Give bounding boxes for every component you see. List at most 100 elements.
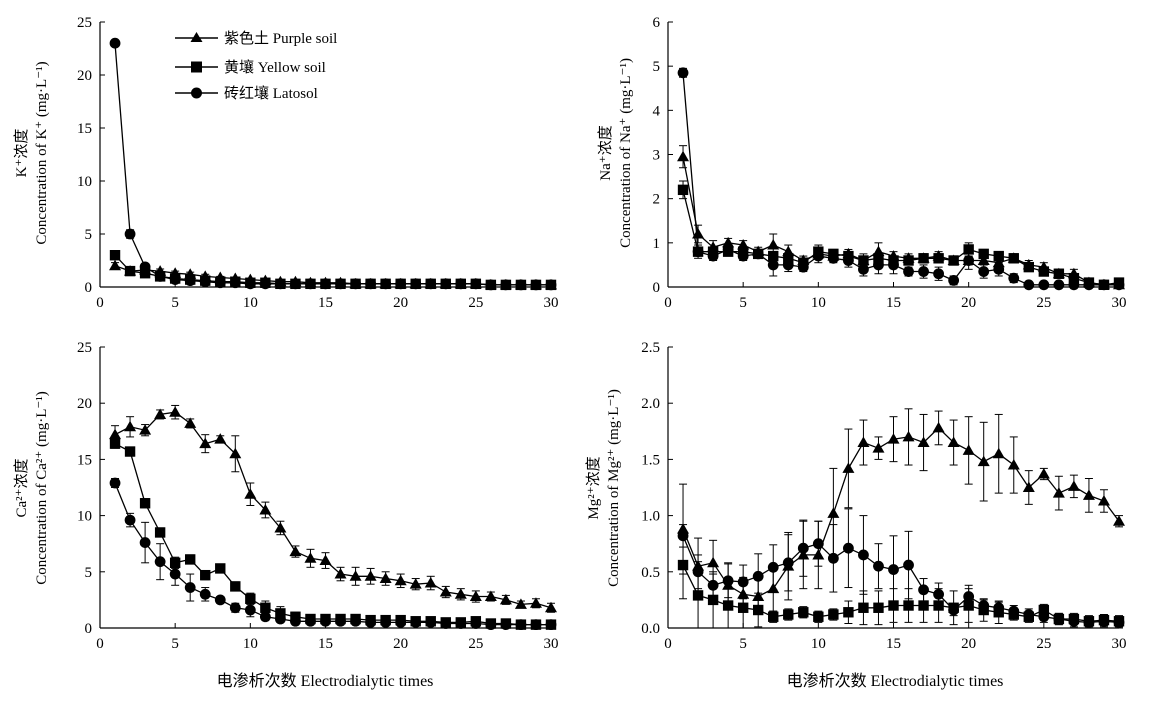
x-tick-label-ca: 30 (544, 636, 559, 652)
point-k-circle (515, 279, 527, 291)
y-tick-label-ca: 20 (77, 396, 92, 412)
x-tick-label-na: 30 (1112, 295, 1127, 311)
point-mg-circle (1098, 615, 1110, 627)
series-line-mg-circle (682, 535, 1120, 624)
point-mg-circle (767, 561, 779, 573)
point-ca-circle (275, 613, 286, 625)
point-mg-triangle (947, 436, 960, 448)
point-na-square (903, 255, 914, 266)
point-na-circle (707, 250, 719, 262)
point-na-circle (722, 244, 734, 255)
x-tick-label-k: 20 (393, 295, 408, 311)
x-tick-label-na: 10 (811, 295, 826, 311)
point-ca-square (200, 569, 211, 581)
point-ca-circle (485, 619, 497, 631)
x-tick-label-ca: 0 (96, 636, 104, 652)
legend-square-marker (191, 61, 202, 73)
point-mg-triangle (1082, 489, 1095, 500)
point-na-circle (903, 266, 914, 277)
x-tick-label-ca: 10 (243, 636, 258, 652)
point-k-circle (124, 228, 136, 240)
point-na-circle (873, 259, 884, 271)
point-k-circle (485, 279, 497, 291)
point-na-square (978, 248, 989, 260)
axes-mg: 0 5 10 15 20 25 30 0.0 0.5 1.0 1.5 2.0 2.5 (641, 340, 1126, 652)
point-ca-circle (229, 602, 241, 614)
x-tick-label-na: 15 (886, 295, 901, 311)
point-mg-triangle (1113, 515, 1125, 526)
point-na-circle (933, 268, 944, 280)
legend-label-latosol: 砖红壤 Latosol (224, 84, 318, 102)
point-k-triangle (109, 259, 122, 271)
point-mg-square (737, 602, 749, 613)
marks-k (109, 37, 557, 291)
point-mg-triangle (902, 430, 915, 442)
point-ca-circle (244, 604, 256, 616)
point-na-circle (1098, 279, 1110, 291)
point-k-square (109, 250, 121, 261)
legend-label-yellow-soil: 黄壤 Yellow soil (224, 58, 326, 76)
point-mg-circle (692, 566, 704, 578)
point-na-circle (767, 259, 779, 271)
point-ca-circle (350, 615, 361, 627)
point-mg-circle (722, 575, 734, 587)
point-mg-triangle (1097, 494, 1110, 506)
point-mg-circle (752, 570, 764, 582)
point-ca-square (185, 554, 196, 565)
point-ca-triangle (334, 568, 347, 579)
point-ca-triangle (499, 593, 512, 605)
legend: 紫色土 Purple soil 黄壤 Yellow soil 砖红壤 Latos… (175, 30, 337, 102)
point-na-triangle (992, 256, 1005, 268)
y-tick-label-na: 5 (653, 59, 661, 75)
x-tick-label-na: 0 (664, 295, 672, 311)
point-ca-triangle (409, 578, 422, 589)
point-mg-circle (1038, 611, 1050, 623)
ylabel-na-en: Concentration of Na⁺ (mg·L⁻¹) (618, 58, 634, 248)
marks-mg (677, 408, 1125, 629)
point-ca-triangle (439, 586, 452, 597)
point-mg-circle (873, 560, 884, 572)
point-mg-circle (707, 579, 719, 591)
point-mg-triangle (827, 507, 840, 518)
point-na-square (1053, 268, 1065, 279)
point-mg-triangle (1067, 480, 1080, 491)
point-na-circle (1053, 279, 1065, 291)
point-ca-triangle (244, 488, 257, 499)
point-mg-circle (797, 542, 809, 554)
point-mg-triangle (842, 462, 855, 473)
point-mg-square (1038, 604, 1050, 616)
point-mg-circle (827, 552, 839, 564)
point-na-circle (978, 266, 990, 277)
point-mg-circle (812, 538, 824, 550)
ylabel-k-zh: K⁺浓度 (13, 129, 30, 178)
panel-ca: 0 5 10 15 20 25 30 0 5 10 15 20 25 Ca²⁺浓度 Concentrat… (13, 340, 559, 652)
point-mg-circle (1068, 615, 1080, 627)
point-ca-triangle (109, 428, 122, 440)
point-mg-circle (963, 591, 975, 602)
point-mg-triangle (872, 442, 885, 453)
y-tick-label-na: 3 (653, 148, 661, 164)
point-mg-circle (933, 588, 944, 600)
point-mg-circle (978, 600, 990, 611)
point-ca-triangle (364, 570, 377, 581)
point-k-circle (154, 271, 166, 282)
point-na-circle (1083, 279, 1095, 291)
legend-circle-marker (191, 87, 202, 99)
point-ca-triangle (514, 598, 527, 609)
point-mg-square (783, 609, 794, 620)
panel-k: 0 5 10 15 20 25 30 0 5 10 15 20 25 K⁺浓度 Concentratio… (13, 15, 559, 311)
point-ca-circle (154, 556, 166, 568)
point-ca-circle (184, 582, 196, 593)
point-mg-square (753, 604, 764, 616)
point-ca-circle (380, 616, 392, 628)
point-ca-triangle (394, 574, 407, 586)
x-tick-label-k: 5 (171, 295, 179, 311)
point-k-circle (199, 276, 211, 288)
point-ca-square (124, 446, 136, 457)
point-ca-triangle (484, 590, 497, 602)
axes-na: 0 5 10 15 20 25 30 0 1 2 3 4 5 6 (653, 15, 1127, 311)
point-mg-square (873, 602, 884, 613)
point-ca-triangle (199, 437, 212, 449)
point-ca-circle (259, 611, 271, 623)
point-na-circle (752, 248, 764, 260)
